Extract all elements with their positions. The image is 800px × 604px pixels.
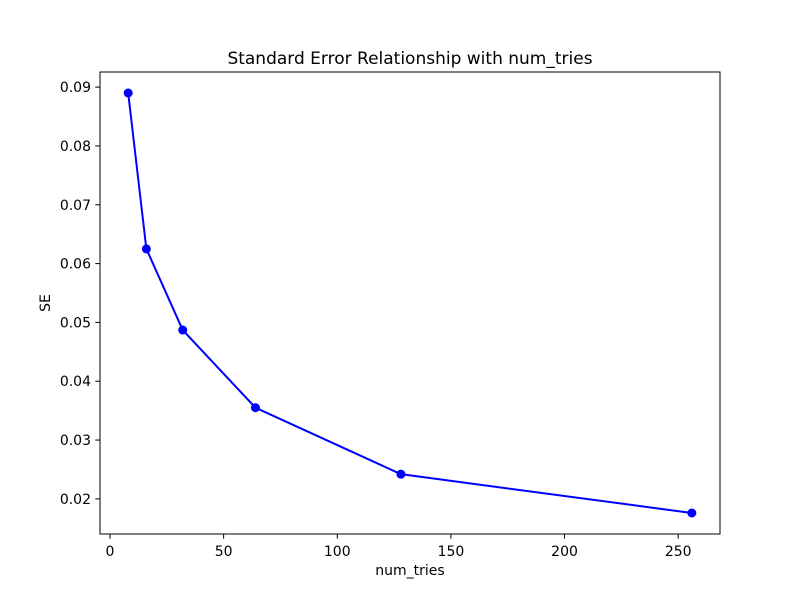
x-axis-label: num_tries xyxy=(375,563,444,579)
y-tick-label: 0.02 xyxy=(60,492,91,508)
data-point xyxy=(178,325,188,335)
y-tick-label: 0.07 xyxy=(60,198,91,214)
y-tick-label: 0.03 xyxy=(60,433,91,449)
y-tick-label: 0.05 xyxy=(60,315,91,331)
data-point xyxy=(396,469,406,479)
y-tick-label: 0.06 xyxy=(60,257,91,273)
plot-area xyxy=(99,71,721,535)
data-point xyxy=(141,244,151,254)
x-tick-label: 50 xyxy=(215,544,233,560)
y-tick-label: 0.09 xyxy=(60,80,91,96)
x-tick-label: 200 xyxy=(551,544,578,560)
y-axis-ticks: 0.02 0.03 0.04 0.05 0.06 0.07 0.08 0.09 xyxy=(60,80,100,508)
series-line xyxy=(127,92,693,514)
data-point xyxy=(250,403,260,413)
x-tick-label: 100 xyxy=(324,544,351,560)
series-group xyxy=(123,88,697,518)
y-axis-label: SE xyxy=(38,294,54,312)
x-tick-label: 150 xyxy=(438,544,465,560)
y-tick-label: 0.04 xyxy=(60,374,91,390)
data-point xyxy=(123,88,133,98)
data-point xyxy=(687,508,697,518)
x-axis-ticks: 0 50 100 150 200 250 xyxy=(106,534,692,560)
chart-title: Standard Error Relationship with num_tri… xyxy=(227,49,592,69)
x-tick-label: 0 xyxy=(106,544,115,560)
y-tick-label: 0.08 xyxy=(60,139,91,155)
x-tick-label: 250 xyxy=(665,544,692,560)
